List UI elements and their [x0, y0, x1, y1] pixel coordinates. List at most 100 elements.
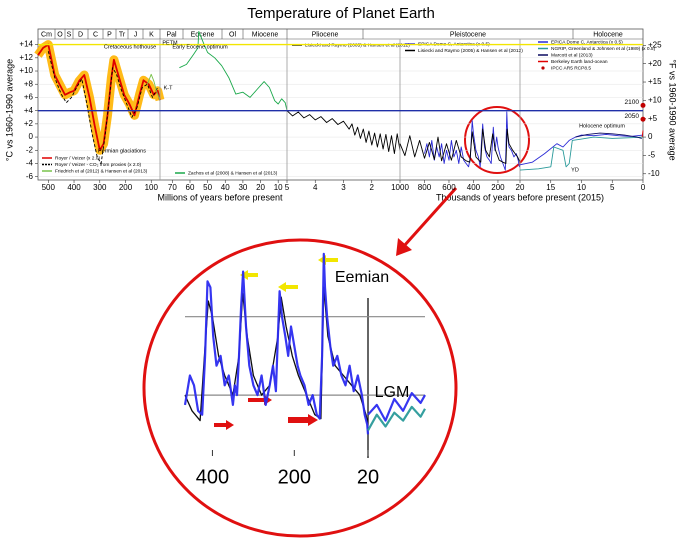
legend-swatch [541, 66, 545, 70]
y-tick-label: +2 [24, 119, 34, 128]
projection-label: 2100 [625, 99, 640, 106]
x-tick-label: 50 [203, 183, 212, 192]
x-tick-label: 20 [256, 183, 265, 192]
projection-dot [640, 116, 646, 122]
y-tick-label: 0 [29, 132, 34, 141]
y-tick-label: -6 [26, 172, 34, 181]
x-tick-label: 5 [285, 183, 290, 192]
y2-tick-label: +5 [648, 114, 658, 123]
yellow-arrow [278, 282, 298, 292]
y2-tick-label: -10 [648, 169, 660, 178]
red-arrow [288, 414, 318, 426]
y-tick-label: +10 [19, 66, 33, 75]
x-tick-label: 20 [357, 466, 379, 488]
legend-label: Royer / Veizer - CO₂ from proxies (x 2.0… [55, 162, 141, 168]
y2-tick-label: -5 [648, 151, 656, 160]
legend-label: Friedrich et al (2012) & Hansen et al (2… [55, 168, 148, 174]
y-tick-label: -2 [26, 145, 34, 154]
legend-label: IPCC AR5 RCP8.5 [551, 65, 591, 71]
y2-axis-title: °F vs 1960-1990 average [668, 59, 678, 160]
y2-tick-label: 0 [648, 132, 653, 141]
series-line [286, 110, 401, 155]
series-line [367, 405, 426, 431]
x-tick-label: 40 [221, 183, 230, 192]
annotation: LGM [375, 384, 410, 401]
x-tick-label: 1000 [391, 183, 409, 192]
x-tick-label: 10 [274, 183, 283, 192]
x-tick-label: 800 [418, 183, 432, 192]
legend-label: EPICA Dome C, Antarctica (x 0.5) [551, 39, 623, 45]
red-arrow [214, 420, 234, 430]
period-label: K [149, 31, 154, 38]
x-tick-label: 60 [186, 183, 195, 192]
period-label: Pliocene [312, 31, 339, 38]
projection-label: 2050 [625, 113, 640, 120]
annotation: PETM [162, 40, 178, 46]
annotation: Early Eocene optimum [172, 44, 228, 50]
series-line [399, 128, 521, 164]
inset-circle [142, 238, 458, 538]
x-tick-label: 500 [42, 183, 56, 192]
period-label: C [93, 31, 98, 38]
series-line [641, 130, 644, 138]
y2-tick-label: +10 [648, 95, 662, 104]
projection-dot [640, 102, 646, 108]
legend-label: Royer / Veizer (x 2.0) [55, 155, 100, 161]
y-tick-label: +8 [24, 79, 34, 88]
annotation: K-T [164, 85, 174, 91]
x-tick-label: 70 [168, 183, 177, 192]
period-label: P [107, 31, 112, 38]
series-line [183, 252, 370, 435]
annotation: Holocene optimum [579, 123, 625, 129]
y-tick-label: +14 [19, 40, 33, 49]
period-label: Cm [41, 31, 52, 38]
period-label: Tr [119, 31, 126, 38]
x-tick-label: 600 [442, 183, 456, 192]
x-axis-title: Millions of years before present [157, 192, 283, 202]
period-label: Pal [166, 31, 177, 38]
legend-label: Berkeley Earth land-ocean [551, 59, 608, 65]
y2-tick-label: +20 [648, 59, 662, 68]
x-tick-label: 30 [238, 183, 247, 192]
x-tick-label: 10 [577, 183, 586, 192]
chart-title: Temperature of Planet Earth [247, 5, 435, 22]
period-label: J [134, 31, 138, 38]
period-label: D [78, 31, 83, 38]
x-axis-title: Thousands of years before present (2015) [436, 192, 604, 202]
zoom-highlight [464, 106, 530, 174]
series-line [179, 30, 288, 111]
x-tick-label: 5 [610, 183, 615, 192]
y-tick-label: +12 [19, 53, 33, 62]
period-label: Pleistocene [450, 31, 486, 38]
period-label: S [67, 31, 72, 38]
series-line [575, 132, 642, 139]
series-line [367, 392, 426, 422]
period-label: Eocene [191, 31, 215, 38]
y-axis-title: °C vs 1960-1990 average [4, 59, 14, 161]
annotation: Eemian [335, 269, 389, 286]
zoom-arrowhead [396, 238, 412, 256]
series-line [519, 136, 644, 171]
legend-label: NGRIP, Greenland & Johnsen et al (1989) … [551, 46, 656, 52]
x-tick-label: 200 [278, 466, 311, 488]
legend-label: Marcott et al (2013) [551, 52, 593, 58]
x-tick-label: 3 [341, 183, 346, 192]
x-tick-label: 0 [641, 183, 646, 192]
x-tick-label: 400 [467, 183, 481, 192]
period-label: O [57, 31, 63, 38]
annotation: Permian glaciations [98, 148, 146, 154]
x-tick-label: 2 [370, 183, 375, 192]
x-tick-label: 100 [145, 183, 159, 192]
x-tick-label: 15 [546, 183, 555, 192]
x-tick-label: 200 [119, 183, 133, 192]
x-tick-label: 200 [491, 183, 505, 192]
series-line [424, 111, 521, 171]
annotation: YD [571, 167, 579, 173]
x-tick-label: 400 [67, 183, 81, 192]
y-tick-label: +6 [24, 93, 34, 102]
legend-label: Lisiecki and Raymo (2005) & Hansen et al… [418, 48, 523, 54]
x-tick-label: 20 [516, 183, 525, 192]
legend-label: Zachos et al (2008) & Hansen et al (2013… [188, 170, 278, 176]
